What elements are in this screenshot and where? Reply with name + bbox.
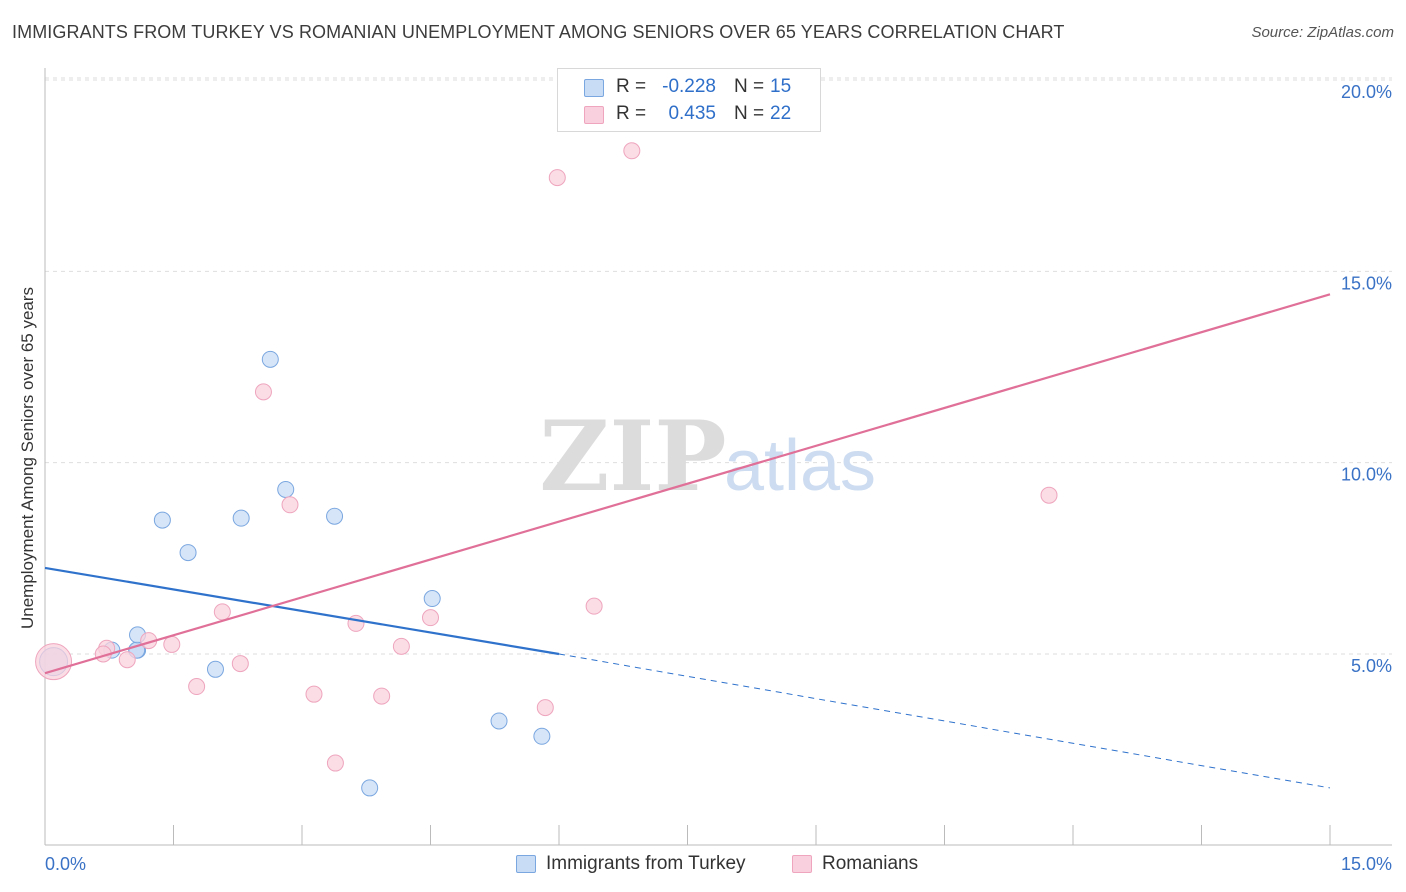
n-label: N =	[734, 103, 765, 124]
romanians-point	[213, 603, 231, 621]
romanians-trend-line	[44, 293, 1331, 675]
legend-row-turkey: R = -0.228 N = 15	[558, 73, 820, 101]
romanians-point	[35, 643, 73, 681]
turkey-trend-extension	[558, 653, 1331, 789]
romanians-point	[163, 635, 181, 653]
x-tick-label: 15.0%	[1341, 854, 1392, 874]
turkey-point	[232, 509, 250, 527]
y-tick-label: 20.0%	[1341, 82, 1392, 102]
romanians-point	[281, 496, 299, 514]
chart-title: IMMIGRANTS FROM TURKEY VS ROMANIAN UNEMP…	[12, 22, 1065, 42]
turkey-point	[261, 350, 279, 368]
romanians-point	[347, 614, 365, 632]
turkey-swatch-icon	[516, 855, 536, 873]
x-tick-label: 0.0%	[45, 854, 86, 874]
romanians-point	[392, 637, 410, 655]
turkey-point	[206, 660, 224, 678]
turkey-point	[423, 590, 441, 608]
romanians-point	[254, 383, 272, 401]
turkey-swatch-icon	[584, 79, 604, 97]
legend-label: Romanians	[822, 853, 919, 874]
r-label: R =	[616, 103, 647, 124]
romanians-point	[326, 754, 344, 772]
n-label: N =	[734, 76, 765, 97]
watermark-zip: ZIP	[539, 400, 726, 513]
series-legend: Immigrants from Turkey Romanians	[0, 852, 1406, 876]
turkey-point	[361, 779, 379, 797]
romanians-point	[422, 609, 439, 627]
correlation-legend: R = -0.228 N = 15 R = 0.435 N = 22	[557, 68, 821, 132]
y-axis-label: Unemployment Among Seniors over 65 years	[18, 286, 37, 630]
romanians-point	[623, 142, 641, 160]
turkey-point	[153, 511, 171, 529]
r-value: -0.228	[662, 76, 716, 97]
legend-label: Immigrants from Turkey	[546, 853, 746, 874]
n-value: 22	[770, 103, 792, 124]
turkey-point	[179, 544, 197, 562]
y-tick-label: 5.0%	[1351, 656, 1392, 676]
legend-row-romanians: R = 0.435 N = 22	[558, 100, 820, 128]
turkey-point	[277, 480, 295, 498]
turkey-trend-line	[44, 566, 560, 656]
romanians-swatch-icon	[792, 855, 812, 873]
romanians-point	[118, 651, 136, 669]
chart-source: Source: ZipAtlas.com	[1251, 24, 1394, 41]
romanians-point	[536, 699, 554, 717]
turkey-point	[326, 507, 344, 525]
romanians-point	[373, 687, 391, 705]
romanians-point	[548, 169, 566, 187]
romanians-point	[1040, 486, 1058, 504]
turkey-point	[533, 727, 551, 745]
romanians-swatch-icon	[584, 106, 604, 124]
romanians-point	[231, 655, 249, 673]
y-tick-label: 10.0%	[1341, 465, 1392, 485]
r-value: 0.435	[668, 103, 716, 124]
r-label: R =	[616, 76, 647, 97]
romanians-point	[305, 685, 323, 703]
turkey-point	[490, 712, 508, 730]
y-tick-label: 15.0%	[1341, 273, 1392, 293]
romanians-point	[188, 678, 206, 696]
romanians-point	[585, 597, 603, 615]
n-value: 15	[770, 76, 792, 97]
